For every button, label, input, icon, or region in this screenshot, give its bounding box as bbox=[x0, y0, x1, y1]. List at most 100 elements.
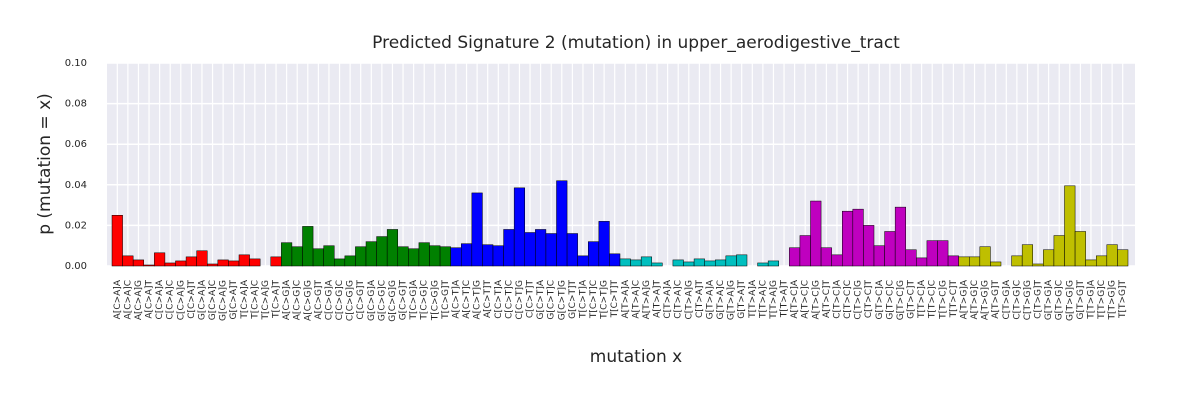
x-tick-label: C[C>G]A bbox=[324, 279, 334, 320]
bar bbox=[947, 255, 959, 267]
x-tick-label: G[C>G]G bbox=[388, 280, 398, 322]
y-tick-label: 0.04 bbox=[65, 180, 87, 191]
y-tick-label: 0.10 bbox=[65, 58, 87, 69]
bar bbox=[302, 226, 314, 267]
x-tick-label: T[T>G]T bbox=[1118, 279, 1128, 319]
bar bbox=[683, 261, 695, 267]
x-tick-label: G[C>T]C bbox=[547, 280, 557, 320]
bar bbox=[916, 257, 928, 267]
x-tick-label: C[C>G]T bbox=[356, 280, 366, 320]
bar bbox=[513, 187, 526, 267]
bar bbox=[344, 255, 356, 267]
x-tick-label: G[T>C]G bbox=[896, 280, 906, 320]
x-tick-label: C[C>G]C bbox=[335, 280, 345, 320]
x-tick-label: T[T>C]C bbox=[928, 280, 938, 319]
x-tick-label: G[T>A]A bbox=[705, 279, 715, 319]
x-tick-label: G[T>G]C bbox=[1055, 280, 1065, 320]
x-tick-label: T[T>A]T bbox=[780, 280, 790, 319]
bar bbox=[334, 258, 346, 267]
bar bbox=[619, 258, 631, 267]
x-tick-label: C[C>A]C bbox=[166, 280, 176, 320]
bar bbox=[376, 236, 388, 267]
x-tick-label: T[C>G]T bbox=[441, 280, 451, 320]
x-tick-label: T[T>G]C bbox=[1097, 280, 1107, 320]
bar bbox=[503, 229, 515, 267]
x-tick-label: G[C>A]T bbox=[229, 280, 239, 320]
x-tick-label: C[C>G]G bbox=[346, 280, 356, 321]
x-tick-label: C[C>T]G bbox=[515, 280, 525, 320]
x-tick-label: C[T>C]T bbox=[864, 280, 874, 319]
chart-title: Predicted Signature 2 (mutation) in uppe… bbox=[372, 33, 900, 53]
x-tick-label: A[C>A]C bbox=[123, 280, 133, 319]
bar bbox=[990, 261, 1002, 267]
bar bbox=[386, 229, 398, 267]
x-tick-label: G[C>G]T bbox=[399, 280, 409, 321]
x-tick-label: A[C>T]G bbox=[473, 280, 483, 320]
bar bbox=[556, 180, 568, 267]
bar bbox=[143, 264, 155, 267]
x-tick-label: C[T>C]A bbox=[832, 279, 842, 319]
bar bbox=[979, 246, 991, 267]
bar bbox=[894, 206, 907, 267]
x-tick-label: A[T>G]A bbox=[959, 279, 969, 319]
bar bbox=[767, 260, 780, 267]
x-tick-label: T[C>G]A bbox=[409, 279, 419, 320]
x-tick-label: C[T>A]T bbox=[695, 279, 705, 318]
bar bbox=[1021, 244, 1034, 267]
bar bbox=[640, 256, 653, 267]
bar bbox=[789, 247, 801, 267]
x-tick-label: A[C>A]G bbox=[134, 280, 144, 320]
bar bbox=[926, 240, 938, 267]
bar bbox=[873, 245, 885, 267]
bar bbox=[238, 254, 250, 267]
x-tick-label: G[C>A]A bbox=[197, 279, 207, 320]
x-tick-label: C[C>T]C bbox=[504, 280, 514, 319]
bar bbox=[1085, 259, 1097, 267]
bar bbox=[270, 256, 282, 267]
bar bbox=[725, 255, 737, 267]
bar bbox=[111, 215, 123, 267]
bar bbox=[609, 253, 621, 267]
bar bbox=[196, 250, 208, 267]
bar bbox=[323, 245, 335, 267]
bar bbox=[482, 244, 494, 267]
bar bbox=[1053, 235, 1065, 267]
x-tick-label: C[C>A]T bbox=[187, 280, 197, 319]
bar bbox=[588, 241, 600, 267]
bar bbox=[291, 246, 303, 267]
bar bbox=[461, 243, 473, 267]
x-axis-label: mutation x bbox=[590, 347, 682, 367]
bar bbox=[598, 221, 610, 267]
bar bbox=[958, 256, 970, 267]
bar bbox=[852, 208, 864, 267]
bar bbox=[207, 263, 219, 267]
y-tick-label: 0.08 bbox=[65, 99, 87, 110]
x-tick-label: C[T>A]A bbox=[663, 279, 673, 319]
x-tick-label: C[T>G]C bbox=[1012, 280, 1022, 320]
x-tick-label: T[C>T]A bbox=[578, 279, 588, 319]
x-tick-label: T[T>A]C bbox=[758, 280, 768, 319]
bar bbox=[704, 260, 716, 267]
bar bbox=[1064, 185, 1076, 267]
bar bbox=[471, 192, 483, 267]
bar bbox=[312, 248, 324, 267]
x-tick-label: A[C>A]T bbox=[145, 280, 155, 319]
x-tick-label: A[C>G]A bbox=[282, 279, 292, 320]
bar bbox=[905, 249, 917, 267]
bar bbox=[757, 262, 769, 267]
bar bbox=[281, 242, 293, 267]
bar bbox=[842, 210, 854, 267]
x-tick-label: C[T>A]C bbox=[674, 280, 684, 319]
bar bbox=[164, 262, 176, 267]
x-tick-label: A[T>C]G bbox=[811, 280, 821, 320]
bar bbox=[799, 235, 811, 267]
bar bbox=[439, 246, 451, 267]
x-tick-label: T[T>G]G bbox=[1108, 280, 1118, 321]
x-tick-label: G[C>A]G bbox=[219, 280, 229, 321]
x-tick-label: G[T>C]A bbox=[875, 279, 885, 319]
x-tick-label: G[C>T]T bbox=[568, 280, 578, 319]
x-tick-label: G[T>A]G bbox=[727, 280, 737, 320]
x-tick-label: A[C>G]G bbox=[303, 280, 313, 321]
x-tick-label: G[T>G]T bbox=[1076, 280, 1086, 320]
bar bbox=[831, 254, 843, 267]
